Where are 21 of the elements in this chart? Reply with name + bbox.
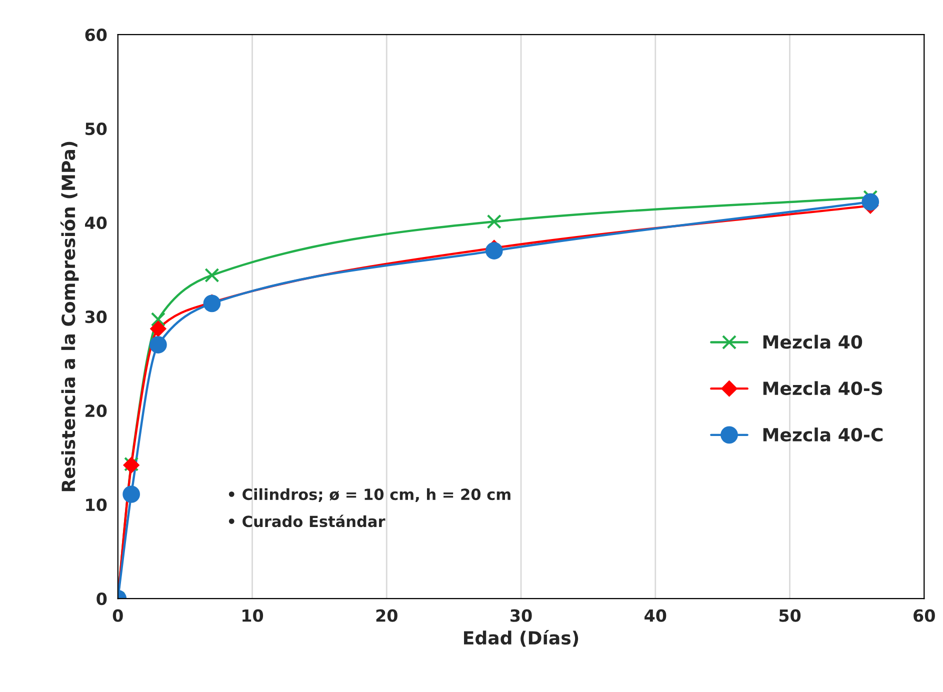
legend-label: Mezcla 40	[763, 334, 862, 349]
annotation: • Curado Estándar	[228, 514, 386, 528]
y-tick-label: 50	[86, 122, 107, 136]
x-tick-label: 10	[242, 609, 264, 622]
x-tick-label: 0	[112, 609, 123, 622]
y-tick-label: 10	[86, 498, 107, 512]
y-tick-label: 30	[85, 310, 107, 324]
x-tick-label: 20	[376, 609, 398, 622]
legend-label: Mezcla 40-C	[763, 428, 883, 442]
x-axis-title: Edad (Días)	[464, 630, 578, 647]
y-tick-label: 60	[85, 28, 107, 42]
y-tick-label: 0	[96, 592, 107, 606]
y-tick-label: 40	[85, 216, 107, 230]
legend-label: Mezcla 40-S	[763, 381, 882, 396]
y-axis-title: Resistencia a la Compresión (MPa)	[60, 142, 79, 492]
x-tick-label: 50	[779, 609, 801, 622]
x-tick-label: 30	[510, 609, 532, 622]
x-tick-label: 60	[914, 609, 935, 622]
x-tick-label: 40	[644, 609, 666, 622]
annotation: • Cilindros; ø = 10 cm, h = 20 cm	[228, 488, 510, 502]
y-tick-label: 20	[86, 404, 107, 418]
